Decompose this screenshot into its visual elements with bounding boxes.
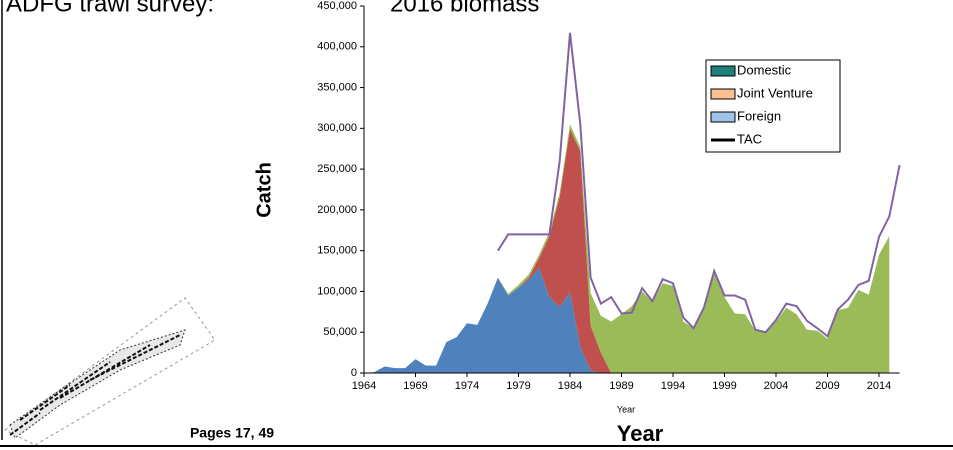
- x-axis-title: Year: [617, 421, 664, 446]
- y-tick-label: 0: [351, 367, 357, 379]
- x-tick-label: 1999: [712, 380, 736, 392]
- x-tick-label: 2014: [867, 380, 891, 392]
- y-tick-label: 100,000: [317, 285, 357, 297]
- y-tick-label: 150,000: [317, 245, 357, 257]
- legend-swatch: [710, 65, 736, 77]
- y-tick-label: 50,000: [323, 326, 357, 338]
- x-tick-label: 1984: [558, 380, 582, 392]
- header-text: ADFG trawl survey:: [6, 0, 214, 17]
- x-tick-label: 1979: [506, 380, 530, 392]
- line: [497, 32, 901, 338]
- plot: [364, 32, 901, 373]
- legend-swatch: [710, 88, 736, 100]
- legend-swatch: [710, 111, 736, 123]
- legend-label: Foreign: [737, 108, 781, 123]
- y-tick-label: 200,000: [317, 204, 357, 216]
- area: [364, 124, 890, 373]
- legend-label: TAC: [737, 131, 762, 146]
- header-text: 2016 biomass: [390, 0, 539, 17]
- fish-image: [4, 297, 216, 446]
- y-tick-label: 450,000: [317, 0, 357, 12]
- x-tick-label: 1974: [455, 380, 479, 392]
- x-tick-label: 2004: [764, 380, 788, 392]
- y-axis-title: Catch: [253, 162, 275, 218]
- y-tick-label: 350,000: [317, 81, 357, 93]
- y-tick-label: 300,000: [317, 122, 357, 134]
- x-tick-label: 1969: [403, 380, 427, 392]
- legend-label: Joint Venture: [737, 85, 813, 100]
- pages-label: Pages 17, 49: [190, 425, 274, 441]
- x-tick-label: 1994: [661, 380, 685, 392]
- area: [364, 267, 890, 373]
- x-tick-label: 1989: [609, 380, 633, 392]
- y-tick-label: 400,000: [317, 41, 357, 53]
- legend-label: Domestic: [737, 62, 792, 77]
- x-axis-label: Year: [617, 404, 635, 414]
- x-tick-label: 1964: [352, 380, 376, 392]
- x-tick-label: 2009: [815, 380, 839, 392]
- y-tick-label: 250,000: [317, 163, 357, 175]
